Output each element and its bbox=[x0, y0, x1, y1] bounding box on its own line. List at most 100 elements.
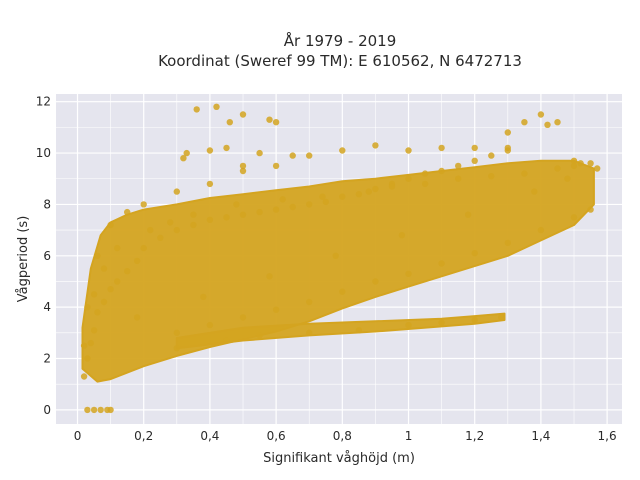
data-point bbox=[438, 260, 445, 267]
data-point bbox=[200, 293, 207, 301]
data-point bbox=[256, 149, 263, 157]
y-tick-label: 0 bbox=[43, 403, 51, 417]
data-point bbox=[421, 170, 429, 177]
data-point bbox=[107, 286, 114, 293]
data-point bbox=[289, 203, 296, 211]
y-tick-label: 12 bbox=[36, 95, 51, 109]
data-point bbox=[471, 144, 478, 152]
data-point bbox=[213, 103, 220, 111]
x-tick-label: 0,6 bbox=[267, 429, 286, 443]
data-point bbox=[398, 232, 406, 239]
data-point bbox=[94, 252, 101, 259]
data-point bbox=[84, 304, 91, 311]
data-point bbox=[97, 406, 104, 414]
data-point bbox=[537, 226, 545, 234]
data-point bbox=[365, 188, 372, 195]
data-point bbox=[183, 149, 190, 157]
lower-swell-branch bbox=[175, 312, 506, 350]
y-tick-label: 4 bbox=[43, 300, 51, 314]
data-point bbox=[405, 175, 412, 182]
y-axis-label: Vågperiod (s) bbox=[16, 216, 31, 303]
x-tick-label: 1 bbox=[405, 429, 413, 443]
x-tick-label: 0,4 bbox=[200, 429, 219, 443]
data-point bbox=[438, 319, 445, 326]
data-point bbox=[239, 314, 247, 321]
data-point bbox=[498, 314, 505, 321]
data-point bbox=[471, 316, 478, 324]
data-point bbox=[272, 206, 280, 213]
data-point bbox=[279, 196, 286, 203]
data-point bbox=[256, 332, 263, 339]
data-point bbox=[140, 201, 147, 208]
data-point bbox=[133, 257, 141, 265]
x-axis-label: Signifikant våghöjd (m) bbox=[263, 451, 415, 466]
x-tick-label: 1,2 bbox=[465, 429, 484, 443]
data-point bbox=[223, 337, 230, 344]
data-point bbox=[239, 162, 247, 170]
data-point bbox=[226, 119, 233, 126]
data-point bbox=[455, 162, 462, 170]
data-point bbox=[239, 211, 247, 218]
data-point bbox=[306, 201, 313, 208]
data-point bbox=[80, 342, 88, 349]
data-point bbox=[388, 183, 396, 190]
data-point bbox=[587, 160, 594, 167]
data-point bbox=[339, 193, 346, 200]
data-point bbox=[577, 160, 584, 167]
data-point bbox=[322, 198, 329, 206]
data-point bbox=[256, 208, 263, 216]
data-point bbox=[488, 173, 495, 180]
data-point bbox=[570, 162, 578, 170]
data-point bbox=[266, 273, 273, 280]
data-point bbox=[471, 250, 478, 257]
x-tick-label: 0,8 bbox=[333, 429, 352, 443]
data-point bbox=[206, 180, 214, 188]
data-point bbox=[193, 106, 200, 113]
data-point bbox=[471, 157, 478, 164]
data-point bbox=[180, 155, 187, 162]
y-tick-label: 10 bbox=[36, 146, 51, 160]
data-point bbox=[114, 244, 121, 252]
data-point bbox=[272, 119, 280, 126]
data-point bbox=[107, 406, 114, 414]
data-points bbox=[80, 103, 601, 414]
data-point bbox=[464, 211, 472, 218]
data-point bbox=[306, 298, 313, 306]
data-point bbox=[372, 185, 379, 193]
x-tick-label: 1,4 bbox=[531, 429, 550, 443]
data-point bbox=[266, 116, 273, 123]
data-point bbox=[455, 175, 462, 182]
data-point bbox=[564, 175, 571, 182]
data-point bbox=[332, 252, 339, 259]
data-point bbox=[306, 329, 313, 336]
x-tick-label: 0 bbox=[74, 429, 82, 443]
x-tick-labels: 0 0,2 0,4 0,6 0,8 1 1,2 1,4 1,6 bbox=[74, 429, 617, 443]
data-point bbox=[80, 373, 88, 380]
data-point bbox=[421, 180, 429, 188]
data-point bbox=[405, 147, 412, 154]
data-point bbox=[554, 119, 561, 126]
data-point bbox=[223, 144, 230, 152]
data-point bbox=[544, 121, 551, 128]
data-point bbox=[554, 165, 561, 172]
data-point bbox=[206, 216, 214, 223]
data-point bbox=[438, 167, 445, 175]
data-point bbox=[90, 291, 98, 298]
data-point bbox=[206, 321, 214, 329]
data-point bbox=[87, 339, 95, 347]
y-tick-label: 6 bbox=[43, 249, 51, 263]
chart-title-line-2: Koordinat (Sweref 99 TM): E 610562, N 64… bbox=[158, 52, 522, 70]
data-point bbox=[173, 345, 180, 352]
data-point bbox=[504, 144, 511, 152]
data-point bbox=[438, 144, 445, 152]
data-point bbox=[405, 321, 412, 329]
data-point bbox=[173, 329, 180, 336]
data-point bbox=[372, 278, 379, 285]
data-point bbox=[167, 219, 174, 226]
data-point bbox=[272, 306, 280, 313]
data-point bbox=[372, 142, 379, 149]
data-point bbox=[531, 188, 538, 195]
data-point bbox=[521, 170, 528, 177]
data-point bbox=[206, 147, 214, 154]
